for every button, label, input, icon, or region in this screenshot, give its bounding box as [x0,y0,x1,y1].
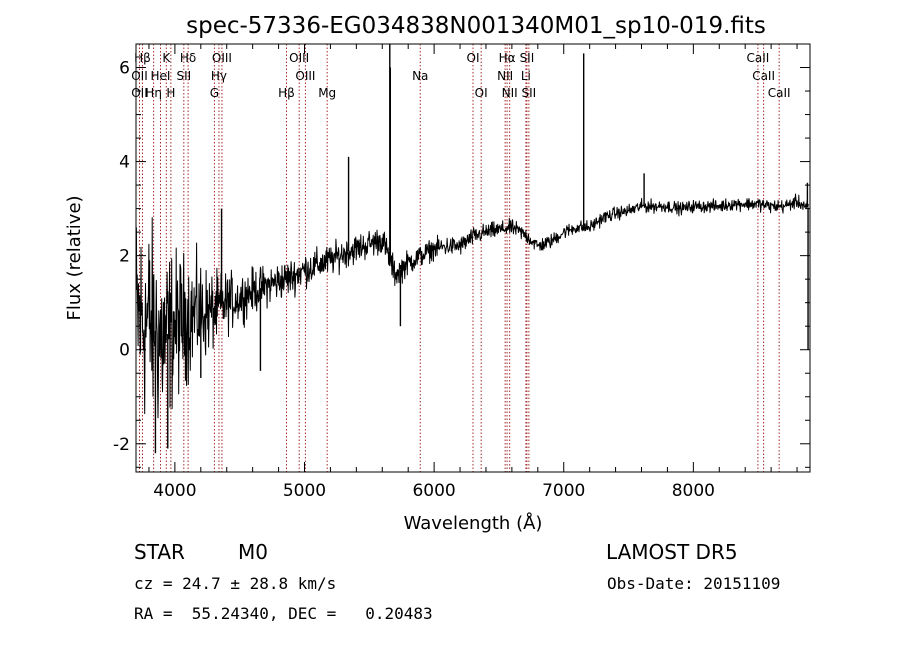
spectral-line-label: H [166,86,175,100]
x-tick-label: 8000 [672,481,715,501]
y-tick-label: 6 [119,59,130,79]
spectral-line-label: Hβ [278,86,295,100]
spectral-line-label: SII [176,69,191,83]
spectral-line-label: Hη [145,86,162,100]
y-axis: -2 0 2 4 6 [113,43,810,468]
spectral-line-label: OIII [289,51,309,65]
x-tick-label: 4000 [153,481,196,501]
y-axis-label: Flux (relative) [64,195,85,320]
spectral-line-labels: Hβ K Hδ OIII OIII OI Hα SII CaII OII HeI SII Hγ OIII N… [131,51,790,100]
spectral-line-label: K [162,51,171,65]
spectral-line-label: OII [131,69,148,83]
spectral-line-label: Hβ [134,51,151,65]
spectral-line-label: CaII [746,51,769,65]
spectral-line-label: OI [475,86,488,100]
spectrum-line [135,193,809,419]
spectral-line-label: OII [131,86,148,100]
x-tick-label: 5000 [283,481,326,501]
x-tick-label: 6000 [412,481,455,501]
redshift-velocity: cz = 24.7 ± 28.8 km/s [134,574,337,593]
x-axis-label: Wavelength (Å) [404,512,543,534]
spectral-line-label: Hγ [211,69,227,83]
spectral-line-label: OI [467,51,480,65]
spectral-line-label: OIII [212,51,232,65]
spectral-line-label: CaII [768,86,791,100]
spectral-line-label: HeI [151,69,171,83]
spectral-line-label: Mg [318,86,336,100]
spectral-line-label: Na [412,69,428,83]
ra-dec-coordinates: RA = 55.24340, DEC = 0.20483 [134,604,433,623]
y-tick-label: 4 [119,153,130,173]
object-subclass: M0 [238,540,268,564]
spectral-line-label: OIII [295,69,315,83]
chart-title: spec-57336-EG034838N001340M01_sp10-019.f… [186,13,766,39]
spectral-line-label: SII [522,86,537,100]
observation-date: Obs-Date: 20151109 [607,574,781,593]
y-tick-label: 0 [119,341,130,361]
spectral-line-label: Hα [499,51,516,65]
spectral-line-label: Hδ [180,51,196,65]
plot-frame [135,43,811,473]
spectral-line-label: Li [521,69,531,83]
y-tick-label: -2 [113,435,130,455]
spectral-line-markers [138,44,780,472]
x-tick-label: 7000 [542,481,585,501]
spectral-line-label: G [210,86,219,100]
object-class: STAR [134,540,185,564]
x-axis: 4000 5000 6000 7000 8000 [148,44,798,501]
spectral-line-label: CaII [752,69,775,83]
spectral-line-label: SII [520,51,535,65]
spectral-line-label: NII [497,69,513,83]
y-tick-label: 2 [119,247,130,267]
spectral-line-label: NII [502,86,518,100]
spectrum-spikes [154,44,809,454]
survey-label: LAMOST DR5 [606,540,738,564]
